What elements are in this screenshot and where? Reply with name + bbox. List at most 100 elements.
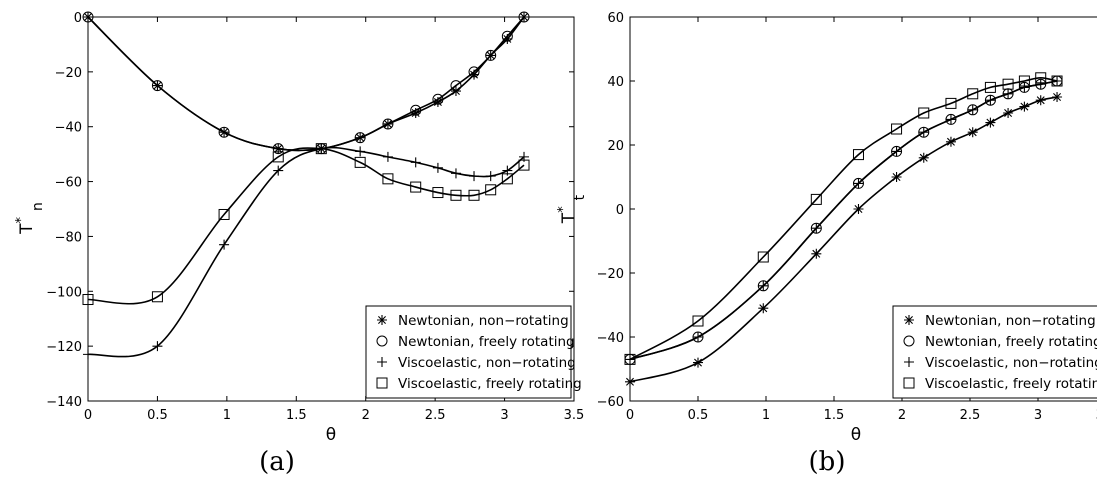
- legend-marker-circle: [903, 335, 915, 347]
- legend-box: [892, 305, 1097, 399]
- legend-label: Viscoelastic, non−rotating: [398, 355, 576, 371]
- data-point-star: [891, 172, 902, 182]
- legend-label: Viscoelastic, non−rotating: [925, 355, 1097, 371]
- panel-a-sublabel: (a): [259, 447, 295, 477]
- legend-label: Newtonian, non−rotating: [925, 313, 1096, 329]
- x-tick-label: 1: [762, 408, 770, 423]
- data-point-circle: [410, 104, 422, 116]
- data-point-square: [410, 181, 422, 193]
- data-point-square: [518, 159, 530, 171]
- data-point-star: [853, 204, 864, 214]
- x-tick-label: 0.5: [688, 408, 709, 423]
- data-point-plus: [853, 178, 864, 189]
- series-line-square: [629, 76, 1058, 361]
- data-point-square: [945, 97, 957, 109]
- data-point-plus: [410, 157, 421, 168]
- panel-b-sublabel: (b): [809, 447, 846, 477]
- y-tick-label: 60: [607, 11, 624, 26]
- series-line-circle: [87, 16, 525, 152]
- plot-a-frame: [87, 16, 575, 402]
- y-tick-label: 0: [74, 11, 82, 26]
- plot-b-ticks: 0 0.5 1 1.5 2 2.5 3 3.5 60 40 20 0 −20 −40 −60: [597, 11, 1097, 423]
- x-tick-label: 3.5: [564, 408, 585, 423]
- plot-b-xlabel: θ: [851, 425, 861, 445]
- data-point-plus: [273, 165, 284, 176]
- data-point-star: [1052, 92, 1063, 102]
- data-point-star: [1003, 108, 1014, 118]
- panel-b: 0 0.5 1 1.5 2 2.5 3 3.5 60 40 20 0 −20 −40 −60 Newtoni…: [556, 11, 1097, 477]
- data-point-star: [1019, 101, 1030, 112]
- data-point-plus: [1003, 88, 1014, 99]
- legend-marker-plus: [904, 357, 914, 367]
- data-point-plus: [485, 171, 496, 182]
- data-point-plus: [152, 341, 163, 352]
- series-line-square: [87, 147, 525, 305]
- data-point-square: [354, 156, 366, 168]
- data-point-star: [469, 69, 480, 80]
- x-tick-label: 2: [362, 408, 370, 423]
- y-tick-label: −40: [55, 121, 82, 136]
- data-point-plus: [1035, 79, 1046, 90]
- data-point-plus: [945, 114, 956, 125]
- x-tick-label: 3: [1034, 408, 1042, 423]
- data-point-square: [501, 173, 513, 185]
- plot-a-marks: [82, 11, 530, 360]
- plot-a-ylabel: T*n: [14, 202, 46, 235]
- data-point-plus: [355, 146, 366, 157]
- data-point-square: [891, 123, 903, 135]
- data-point-square: [918, 107, 930, 119]
- data-point-star: [967, 127, 978, 138]
- data-point-star: [918, 152, 929, 163]
- data-point-square: [984, 81, 996, 93]
- data-point-plus: [693, 332, 703, 342]
- data-point-plus: [967, 104, 978, 115]
- data-point-square: [272, 151, 284, 163]
- y-tick-label: −60: [597, 395, 624, 410]
- legend-marker-star: [904, 315, 914, 325]
- data-point-square: [450, 189, 462, 201]
- x-tick-label: 0.5: [147, 408, 168, 423]
- data-point-star: [693, 357, 703, 368]
- data-point-circle: [501, 30, 513, 42]
- x-tick-label: 1: [223, 408, 231, 423]
- data-point-circle: [450, 80, 462, 92]
- x-tick-label: 2.5: [960, 408, 981, 423]
- data-point-circle: [485, 49, 497, 61]
- legend-marker-plus: [377, 357, 387, 367]
- legend-marker-star: [377, 315, 387, 325]
- y-tick-label: −20: [55, 66, 82, 81]
- plot-b-ylabel: T*t: [556, 194, 588, 224]
- data-point-plus: [469, 171, 480, 182]
- data-point-square: [810, 193, 822, 205]
- data-point-plus: [382, 151, 393, 162]
- data-point-square: [382, 173, 394, 185]
- data-point-star: [985, 117, 996, 128]
- legend-label: Newtonian, freely rotating: [398, 334, 575, 350]
- data-point-plus: [811, 223, 822, 234]
- data-point-star: [432, 97, 443, 108]
- data-point-circle: [354, 132, 366, 144]
- data-point-square: [757, 251, 769, 263]
- legend-label: Newtonian, freely rotating: [925, 334, 1097, 350]
- data-point-circle: [382, 118, 394, 130]
- data-point-star: [410, 108, 421, 118]
- panel-a: 0 0.5 1 1.5 2 2.5 3 3.5 0 −20 −40 −60 −80 −100 −120 −14…: [14, 11, 584, 477]
- plot-a-xlabel: θ: [326, 425, 336, 445]
- data-point-circle: [468, 66, 480, 78]
- y-tick-label: −140: [46, 395, 82, 410]
- y-tick-label: 0: [616, 203, 624, 218]
- data-point-square: [1018, 75, 1030, 87]
- plot-b-marks: [624, 72, 1063, 387]
- data-point-square: [1051, 75, 1063, 87]
- y-tick-label: −40: [597, 331, 624, 346]
- data-point-square: [852, 149, 864, 161]
- data-point-plus: [450, 168, 461, 179]
- data-point-star: [811, 248, 822, 259]
- plot-a-ticks: 0 0.5 1 1.5 2 2.5 3 3.5 0 −20 −40 −60 −80 −100 −120 −14…: [46, 11, 584, 423]
- x-tick-label: 0: [626, 408, 634, 423]
- data-point-circle: [272, 143, 284, 155]
- data-point-plus: [219, 239, 230, 250]
- data-point-star: [1035, 95, 1046, 106]
- y-tick-label: −60: [55, 176, 82, 191]
